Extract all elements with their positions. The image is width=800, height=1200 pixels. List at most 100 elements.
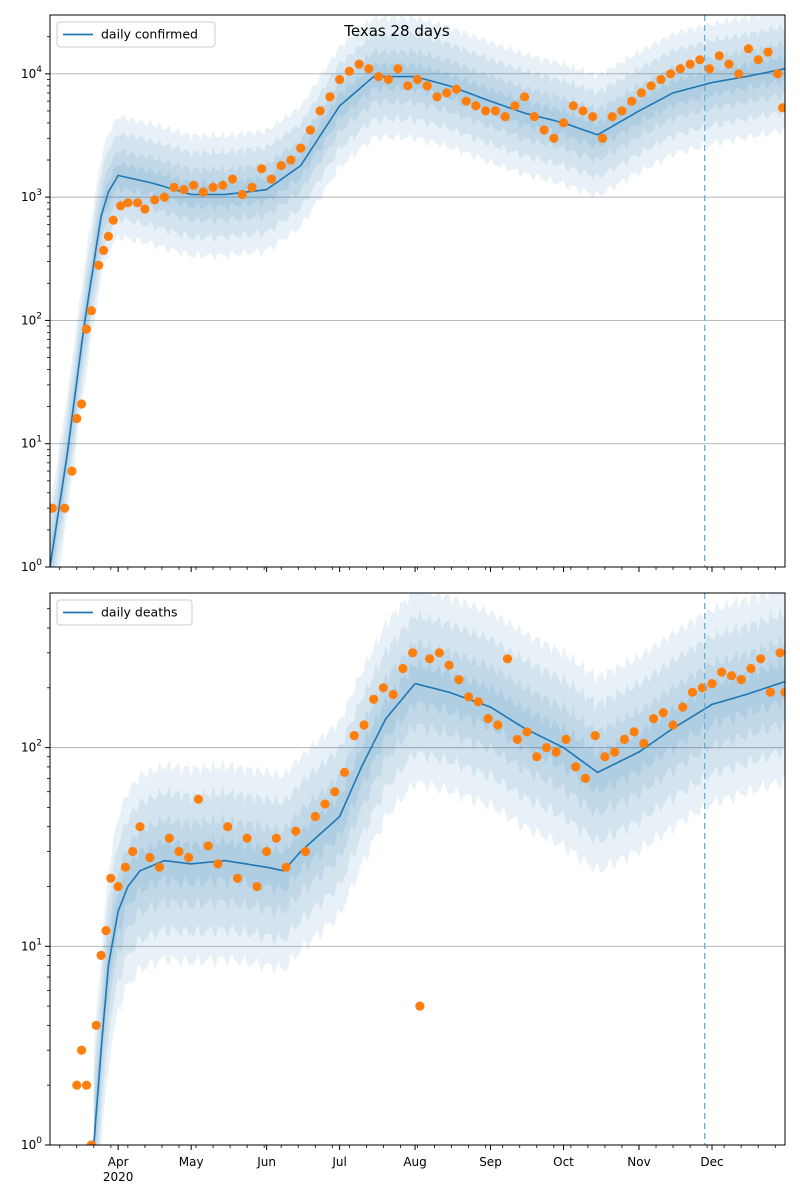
data-point (646, 81, 656, 91)
data-point (541, 743, 552, 753)
data-point (77, 1045, 87, 1055)
data-point (262, 846, 272, 857)
uncertainty-band (50, 15, 785, 567)
uncertainty-bands (50, 15, 785, 567)
data-point (512, 734, 522, 745)
y-tick-label: 103 (21, 188, 42, 204)
data-point (481, 106, 491, 116)
data-point (656, 74, 666, 85)
x-tick-label: Nov (627, 1155, 650, 1169)
data-point (305, 125, 315, 135)
data-point (184, 852, 194, 863)
data-point (561, 734, 571, 745)
data-point (271, 833, 281, 843)
data-point (539, 125, 549, 135)
data-point (281, 862, 291, 872)
data-point (753, 55, 763, 65)
data-point (91, 1020, 101, 1030)
x-tick-label: Oct (553, 1155, 574, 1169)
data-point (408, 648, 418, 658)
data-point (639, 738, 649, 749)
data-point (588, 112, 598, 122)
data-point (189, 180, 199, 190)
data-point (339, 767, 350, 778)
data-point (198, 187, 208, 197)
data-point (765, 687, 776, 697)
data-point (403, 81, 413, 91)
data-point (86, 1140, 96, 1145)
data-point (415, 1001, 425, 1011)
data-point (658, 708, 668, 718)
data-point (451, 84, 461, 94)
data-point (266, 174, 277, 184)
data-point (60, 503, 70, 513)
data-point (98, 245, 109, 255)
y-tick-label: 101 (21, 937, 42, 953)
data-point (320, 799, 330, 809)
data-point (510, 101, 520, 111)
data-point (315, 106, 325, 116)
data-point (398, 663, 408, 674)
data-point (203, 841, 213, 851)
data-point (705, 64, 715, 74)
data-point (116, 201, 126, 211)
data-point (128, 846, 138, 857)
data-point (252, 881, 262, 892)
legend: daily confirmed (56, 21, 216, 48)
data-point (300, 846, 311, 857)
observed-points (50, 44, 785, 513)
data-point (113, 881, 123, 892)
data-point (434, 648, 444, 658)
observed-points (72, 648, 785, 1145)
data-point (520, 92, 530, 102)
data-point (101, 926, 111, 936)
data-point (237, 189, 247, 200)
y-tick-label: 104 (21, 65, 42, 81)
data-point (763, 47, 773, 57)
data-point (133, 198, 143, 208)
data-point (369, 694, 379, 704)
data-point (558, 118, 569, 128)
x-tick-label: Aug (403, 1155, 426, 1169)
data-point (707, 679, 717, 689)
uncertainty-band (93, 655, 785, 1145)
data-point (551, 747, 561, 757)
data-point (103, 231, 113, 241)
data-point (135, 822, 145, 832)
data-point (666, 69, 676, 79)
data-point (736, 675, 746, 685)
figure-title: Texas 28 days (343, 22, 450, 40)
data-point (364, 64, 374, 74)
data-point (483, 714, 493, 724)
data-point (232, 873, 242, 883)
data-point (154, 862, 165, 872)
data-point (697, 683, 707, 693)
data-point (743, 44, 754, 54)
uncertainty-band (93, 607, 785, 1145)
data-point (120, 862, 130, 872)
data-point (714, 51, 724, 61)
data-point (374, 72, 384, 82)
data-point (310, 811, 320, 822)
y-tick-label: 102 (21, 739, 42, 755)
data-point (629, 727, 639, 737)
data-point (464, 692, 474, 702)
x-year-label: 2020 (103, 1170, 134, 1184)
data-point (675, 64, 685, 74)
data-point (773, 69, 783, 79)
data-point (442, 88, 452, 98)
data-point (746, 663, 756, 674)
data-point (432, 92, 442, 102)
legend-label: daily confirmed (101, 27, 198, 42)
data-point (471, 101, 481, 111)
y-tick-label: 102 (21, 311, 42, 327)
data-point (286, 155, 296, 165)
x-tick-label: May (179, 1155, 204, 1169)
data-point (578, 106, 588, 116)
x-tick-label: Apr (108, 1155, 129, 1169)
data-point (291, 826, 301, 836)
data-point (600, 752, 610, 762)
data-point (717, 667, 727, 677)
data-point (164, 833, 174, 843)
